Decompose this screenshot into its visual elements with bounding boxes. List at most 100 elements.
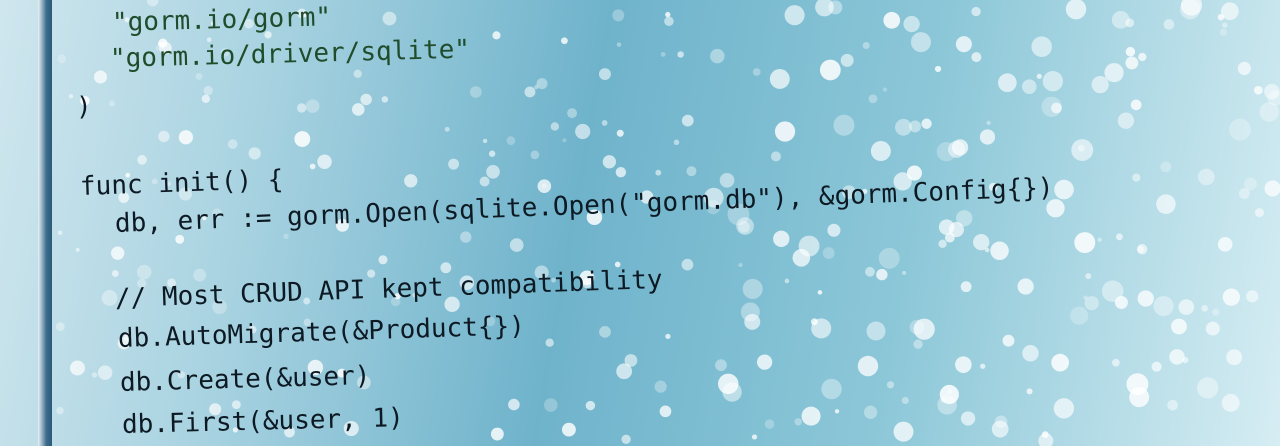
bokeh-dot <box>482 138 488 144</box>
bokeh-dot <box>1138 52 1147 62</box>
bokeh-dot <box>524 86 536 98</box>
bokeh-dot <box>1017 278 1034 295</box>
bokeh-dot <box>1253 85 1263 95</box>
bokeh-dot <box>57 230 63 236</box>
bokeh-dot <box>1022 79 1037 94</box>
bokeh-dot <box>956 210 973 227</box>
bokeh-dot <box>769 69 790 89</box>
bokeh-dot <box>681 114 694 127</box>
bokeh-dot <box>1180 0 1201 20</box>
bokeh-dot <box>893 421 914 442</box>
bokeh-dot <box>1026 388 1033 395</box>
bokeh-dot <box>602 155 617 169</box>
bokeh-dot <box>201 94 211 103</box>
bokeh-dot <box>677 51 684 58</box>
bokeh-dot <box>624 354 638 367</box>
bokeh-dot <box>586 209 603 225</box>
bokeh-dot <box>303 11 310 18</box>
bokeh-dot <box>211 21 216 26</box>
bokeh-dot <box>394 293 401 300</box>
bokeh-dot <box>616 129 624 137</box>
bokeh-dot <box>913 318 935 340</box>
bokeh-dot <box>1264 83 1280 100</box>
bokeh-dot <box>177 371 186 379</box>
bokeh-dot <box>1259 102 1279 122</box>
bokeh-dot <box>244 18 254 29</box>
bokeh-dot <box>1042 70 1064 92</box>
bokeh-dot <box>1002 334 1015 347</box>
bokeh-dot <box>158 38 168 48</box>
bokeh-dot <box>283 233 289 239</box>
bokeh-dot <box>1212 308 1220 316</box>
bokeh-dot <box>147 0 159 7</box>
bokeh-dot <box>686 166 697 177</box>
bokeh-dot <box>575 123 591 140</box>
bokeh-dot <box>719 172 735 188</box>
bokeh-dot <box>1221 393 1240 412</box>
bokeh-dot <box>1169 349 1185 365</box>
bokeh-dot <box>681 258 694 271</box>
bokeh-dot <box>1053 398 1075 419</box>
bokeh-dot <box>1132 173 1141 182</box>
bokeh-dot <box>440 262 452 274</box>
bokeh-dot <box>1180 0 1203 16</box>
bokeh-dot <box>56 406 64 415</box>
bokeh-dot <box>203 85 213 96</box>
code-line: "gorm.io/gorm" <box>111 2 332 38</box>
bokeh-dot <box>1178 299 1195 315</box>
bokeh-dot <box>640 190 654 204</box>
bokeh-dot <box>599 325 611 338</box>
bokeh-dot <box>955 36 972 53</box>
bokeh-dot <box>1071 139 1094 162</box>
bokeh-dot <box>784 5 805 26</box>
bokeh-dot <box>193 268 207 282</box>
bokeh-dot <box>1201 305 1209 312</box>
bokeh-dot <box>612 9 625 22</box>
bokeh-dot <box>1197 168 1215 186</box>
bokeh-dot <box>1153 295 1174 317</box>
bokeh-dot <box>878 247 900 269</box>
bokeh-dot <box>220 47 230 57</box>
bokeh-dot <box>840 53 854 67</box>
bokeh-dot <box>231 400 241 410</box>
bokeh-dot <box>876 268 888 281</box>
bokeh-dot <box>960 411 976 426</box>
bokeh-dot <box>665 333 671 340</box>
bokeh-dot <box>842 185 856 200</box>
bokeh-dot <box>1167 399 1178 411</box>
bokeh-dot <box>158 130 170 143</box>
bokeh-dot <box>980 363 986 369</box>
bokeh-dot <box>545 338 554 347</box>
bokeh-dot <box>294 131 311 147</box>
bokeh-dot <box>1205 321 1220 336</box>
bokeh-dot <box>706 200 721 215</box>
bokeh-dot <box>1051 102 1062 114</box>
bokeh-dot <box>562 138 567 143</box>
bokeh-dot <box>1111 10 1130 29</box>
bokeh-dot <box>614 261 621 268</box>
bokeh-dot <box>315 423 321 430</box>
bokeh-dot <box>1125 46 1136 57</box>
bokeh-dot <box>550 122 560 131</box>
bokeh-dot <box>167 278 176 288</box>
bokeh-dot <box>1111 358 1120 367</box>
bokeh-dot <box>886 381 895 389</box>
bokeh-dot <box>492 31 501 40</box>
bokeh-dot <box>351 103 365 116</box>
bokeh-dot <box>444 296 460 312</box>
bokeh-dot <box>756 354 773 370</box>
bokeh-dot <box>459 275 475 290</box>
bokeh-dot <box>810 318 818 326</box>
bokeh-dot <box>1156 194 1176 214</box>
bokeh-dot <box>248 325 257 334</box>
bokeh-dot <box>819 59 841 81</box>
bokeh-dot <box>1197 377 1219 399</box>
bokeh-dot <box>1126 373 1149 396</box>
bokeh-dot <box>659 405 672 418</box>
bokeh-dot <box>1125 56 1139 70</box>
bokeh-dot <box>1115 233 1123 241</box>
bokeh-dot <box>1085 273 1092 280</box>
bokeh-dot <box>1222 22 1228 28</box>
